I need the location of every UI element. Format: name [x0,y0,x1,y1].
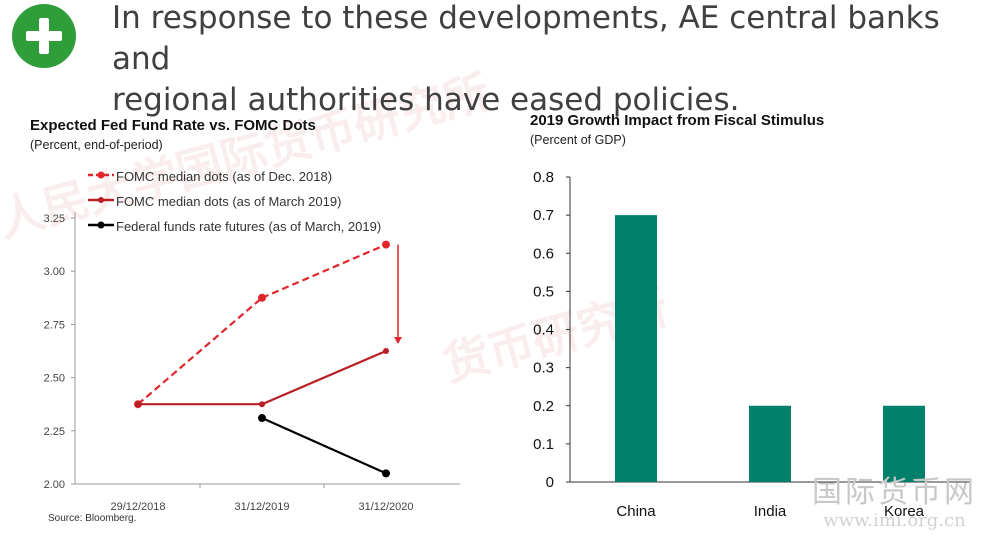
y-tick-label: 0.4 [533,322,554,339]
x-category-label: China [616,503,656,520]
plus-icon [12,4,76,68]
series-mar2019-segment [261,349,387,406]
series-futures-point [258,414,266,423]
legend-swatch-dashed-red [88,171,114,179]
x-category-label: India [754,503,787,520]
x-tick-label: 31/12/2020 [358,501,413,513]
legend-swatch-black [88,221,114,229]
series-mar2019-point [259,401,265,408]
y-tick-label: 3.00 [44,266,65,278]
bar-korea [883,405,925,482]
source-note: Source: Bloomberg. [48,513,137,524]
y-tick-label: 2.00 [44,479,65,491]
legend-label: FOMC median dots (as of Dec. 2018) [116,169,333,184]
series-mar2019-point [383,348,389,354]
watermark-cn-text: 国际货币网 [812,475,977,510]
headline-line-1: In response to these developments, AE ce… [112,0,940,77]
y-tick-label: 0.1 [533,436,554,453]
legend-label: FOMC median dots (as of March 2019) [116,194,342,209]
left-chart-title: Expected Fed Fund Rate vs. FOMC Dots [30,117,316,134]
left-chart-subtitle: (Percent, end-of-period) [30,138,163,152]
legend-swatch-solid-red [88,197,114,203]
y-tick-label: 0.6 [533,245,554,262]
series-futures-point [382,469,390,478]
y-tick-label: 0.3 [533,360,554,377]
x-tick-label: 31/12/2019 [234,501,289,513]
x-tick-label: 29/12/2018 [110,501,165,513]
right-chart-title: 2019 Growth Impact from Fiscal Stimulus [530,112,825,129]
y-tick-label: 0 [546,474,554,491]
series-futures-segment [261,417,387,475]
y-tick-label: 0.5 [533,283,554,300]
bar-china [615,215,657,482]
series-dec2018-point [382,240,390,249]
imi-watermark: 国际货币网 www.imi.org.cn [812,476,977,532]
series-mar2019-point [135,401,141,408]
y-tick-label: 3.25 [44,213,65,225]
y-tick-label: 0.8 [533,169,554,186]
y-tick-label: 0.7 [533,207,554,224]
right-chart-subtitle: (Percent of GDP) [530,133,626,147]
bar-india [749,405,791,482]
series-dec2018-point [258,293,266,302]
headline-line-2: regional authorities have eased policies… [112,82,740,118]
series-dec2018-segment [137,296,263,406]
series-dec2018-segment [261,243,387,299]
y-tick-label: 2.75 [44,319,65,331]
y-tick-label: 2.50 [44,373,65,385]
legend-label: Federal funds rate futures (as of March,… [116,219,382,234]
x-category-label: Korea [884,503,925,520]
watermark-url-text: www.imi.org.cn [823,510,966,531]
y-tick-label: 2.25 [44,426,65,438]
headline: In response to these developments, AE ce… [112,0,982,121]
annotation-arrow-head [394,337,402,344]
y-tick-label: 0.2 [533,398,554,415]
